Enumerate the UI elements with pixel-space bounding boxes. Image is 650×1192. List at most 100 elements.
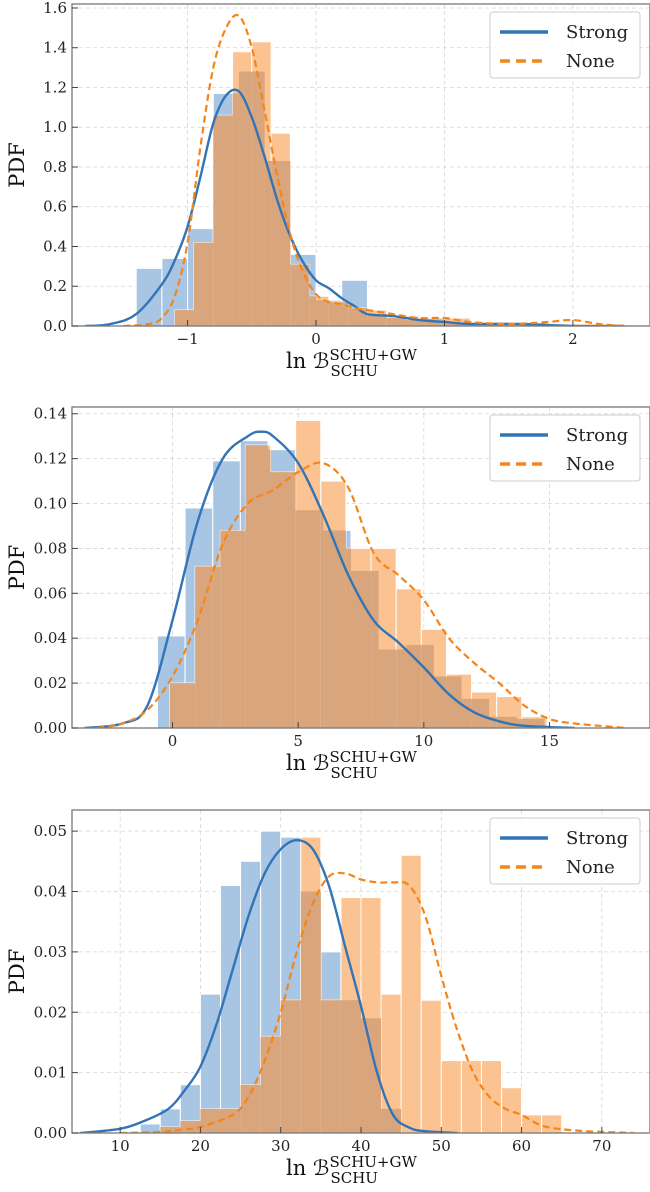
overlap-bar (213, 115, 233, 326)
y-tick-label: 0.03 (34, 943, 67, 961)
chart-panel-2: 0 5 10 15 0.00 0.02 0.04 0.06 0.08 0.10 0.12 0.14 PD… (5, 405, 650, 782)
x-axis-label: ln ℬSCHU+GW SCHU (286, 346, 417, 380)
overlap-bar (320, 510, 324, 728)
overlap-bar (220, 530, 241, 728)
legend-label-none: None (566, 857, 615, 878)
x-tick-label: 2 (568, 330, 578, 348)
overlap-bar (521, 719, 545, 728)
overlap-bar (260, 1036, 281, 1133)
none-kde-line (120, 871, 634, 1133)
legend: Strong None (489, 414, 641, 482)
overlap-bar (290, 264, 310, 326)
overlap-bar (446, 676, 462, 728)
x-axis-label-sup: SCHU+GW (329, 1153, 417, 1171)
x-axis-label-sub: SCHU (330, 1169, 377, 1187)
overlap-bar (425, 322, 445, 326)
x-axis-label: ln ℬSCHU+GW SCHU (286, 1153, 417, 1187)
overlap-bar (340, 1000, 361, 1133)
x-tick-label: 30 (271, 1137, 290, 1155)
overlap-bar (280, 1000, 301, 1133)
overlap-bar (489, 716, 497, 728)
x-tick-label: 40 (351, 1137, 370, 1155)
overlap-shading (174, 71, 471, 326)
x-tick-label: 0 (168, 732, 178, 750)
axes-frame (71, 406, 650, 729)
overlap-bar (240, 530, 246, 728)
x-tick-label: 60 (512, 1137, 531, 1155)
overlap-bar (316, 300, 329, 326)
axes-frame (71, 3, 650, 327)
overlap-bar (295, 510, 321, 728)
overlap-bar (195, 566, 213, 728)
overlap-bar (323, 530, 346, 728)
x-tick-label: 5 (293, 732, 303, 750)
overlap-bar (348, 308, 368, 326)
overlap-bar (300, 891, 321, 1133)
strong-bar (220, 884, 242, 1133)
overlap-bar (268, 449, 271, 728)
y-tick-label: 0.14 (34, 405, 67, 423)
overlap-bar (418, 320, 426, 326)
strong-bar (135, 267, 163, 326)
overlap-bar (194, 242, 214, 326)
overlap-bar (174, 310, 188, 326)
overlap-bar (328, 302, 342, 326)
overlap-bar (471, 698, 490, 728)
legend-box (489, 817, 641, 885)
y-tick-label: 0.2 (43, 277, 67, 295)
none-bar (541, 1114, 563, 1133)
none-kde-line (96, 461, 626, 728)
overlap-bar (240, 1084, 261, 1133)
legend-label-strong: Strong (566, 425, 628, 446)
overlap-bar (381, 1108, 402, 1133)
overlap-bar (212, 566, 221, 728)
overlap-bar (238, 71, 252, 326)
legend-label-none: None (566, 51, 615, 72)
y-tick-label: 0.0 (43, 317, 67, 335)
x-axis-label-sup: SCHU+GW (329, 748, 417, 766)
overlap-bar (341, 302, 349, 326)
y-axis-label: PDF (5, 545, 29, 591)
legend-label-strong: Strong (566, 828, 628, 849)
overlap-bar (270, 472, 296, 728)
x-tick-label: 20 (191, 1137, 210, 1155)
overlap-bar (396, 649, 407, 728)
none-bar (480, 1060, 502, 1133)
overlap-bar (232, 93, 239, 326)
legend: Strong None (489, 817, 641, 885)
x-axis-label-sub: SCHU (330, 362, 377, 380)
overlap-bar (309, 296, 317, 326)
none-bar (440, 1060, 462, 1133)
none-bar (420, 999, 442, 1133)
overlap-bar (393, 318, 406, 326)
overlap-bar (461, 698, 472, 728)
overlap-shading (160, 891, 402, 1133)
y-tick-label: 0.06 (34, 584, 67, 602)
x-axis-label-main: ln ℬ (286, 1156, 329, 1180)
y-tick-label: 0.10 (34, 495, 67, 513)
y-tick-label: 0.00 (34, 719, 67, 737)
legend-label-strong: Strong (566, 22, 628, 43)
y-tick-label: 0.02 (34, 674, 67, 692)
overlap-bar (180, 1120, 201, 1133)
overlap-bar (386, 318, 394, 326)
overlap-bar (405, 320, 419, 326)
y-tick-label: 0.05 (34, 822, 67, 840)
none-kde-line (123, 14, 625, 326)
x-axis-label-sub: SCHU (330, 764, 377, 782)
x-axis-label-main: ln ℬ (286, 349, 329, 373)
strong-kde-line (79, 838, 458, 1133)
x-tick-label: 70 (592, 1137, 611, 1155)
y-tick-label: 0.4 (43, 237, 67, 255)
overlap-bar (170, 683, 186, 728)
overlap-bar (361, 1018, 382, 1133)
chart-panel-3: 10 20 30 40 50 60 70 0.00 0.01 0.02 0.03 0.04 0.05 PD… (5, 809, 650, 1187)
none-bar (460, 1060, 482, 1133)
overlap-bar (378, 649, 397, 728)
overlap-bar (320, 1000, 341, 1133)
overlap-bar (367, 314, 387, 326)
overlap-bar (444, 324, 471, 326)
overlap-bar (406, 644, 422, 728)
